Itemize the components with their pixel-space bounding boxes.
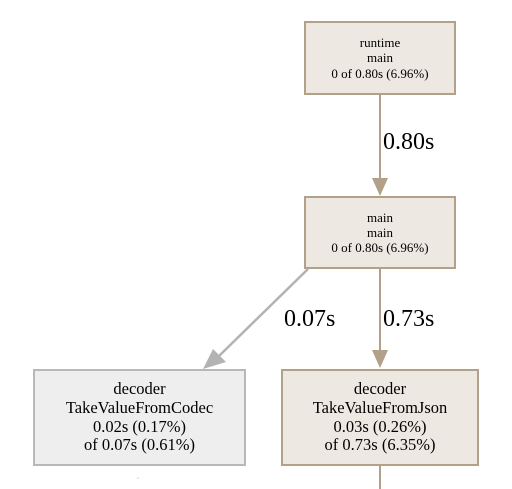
edge-line bbox=[218, 268, 309, 357]
arrowhead-icon bbox=[372, 178, 388, 196]
node-package-label: runtime bbox=[359, 35, 401, 50]
node-function-label: TakeValueFromJson bbox=[312, 397, 448, 417]
node-stats-label: 0 of 0.80s (6.96%) bbox=[331, 240, 429, 256]
edge-label-main-main-to-decoder-json: 0.73s bbox=[383, 306, 435, 332]
edge-fragment-dot bbox=[137, 477, 139, 479]
node-package-label: main bbox=[367, 209, 393, 225]
edge-label-main-main-to-decoder-codec: 0.07s bbox=[284, 306, 336, 332]
arrowhead-icon bbox=[372, 350, 388, 368]
node-cum-label: of 0.73s (6.35%) bbox=[324, 435, 436, 455]
node-decoder-takevaluefromjson[interactable]: decoder TakeValueFromJson 0.03s (0.26%) … bbox=[281, 369, 479, 466]
node-function-label: TakeValueFromCodec bbox=[65, 397, 214, 417]
node-stats-label: 0 of 0.80s (6.96%) bbox=[331, 65, 429, 81]
node-package-label: decoder bbox=[113, 378, 166, 398]
node-cum-label: of 0.07s (0.61%) bbox=[84, 435, 195, 455]
edge-main-main-to-decoder-json[interactable] bbox=[372, 269, 388, 368]
node-package-label: decoder bbox=[353, 378, 407, 398]
edge-main-main-to-decoder-codec[interactable] bbox=[203, 268, 309, 369]
node-main-main[interactable]: main main 0 of 0.80s (6.96%) bbox=[304, 196, 456, 269]
node-function-label: main bbox=[367, 224, 393, 240]
arrowhead-icon bbox=[203, 349, 226, 369]
node-runtime-main[interactable]: runtime main 0 of 0.80s (6.96%) bbox=[304, 21, 456, 95]
node-flat-label: 0.03s (0.26%) bbox=[333, 416, 427, 436]
node-flat-label: 0.02s (0.17%) bbox=[92, 416, 187, 436]
edge-runtime-main-to-main-main[interactable] bbox=[372, 95, 388, 196]
node-decoder-takevaluefromcodec[interactable]: decoder TakeValueFromCodec 0.02s (0.17%)… bbox=[33, 369, 246, 466]
node-function-label: main bbox=[367, 50, 393, 66]
edge-label-runtime-main-to-main-main: 0.80s bbox=[383, 129, 435, 155]
